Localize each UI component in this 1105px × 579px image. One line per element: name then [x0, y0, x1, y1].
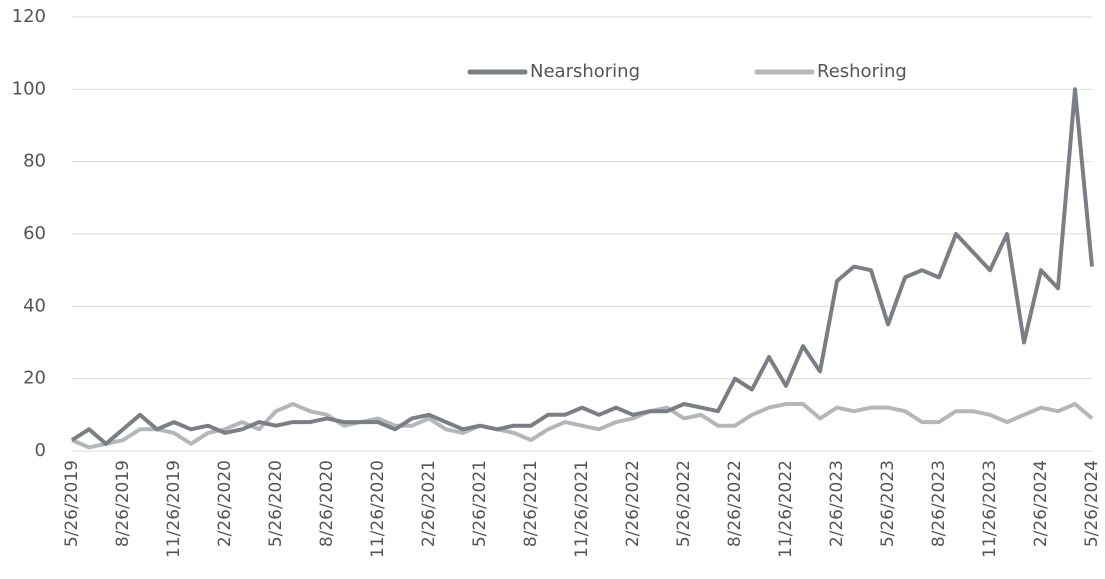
y-tick-label: 20	[23, 368, 46, 389]
x-tick-label: 5/26/2023	[878, 460, 898, 547]
y-tick-label: 100	[12, 78, 46, 99]
x-tick-label: 5/26/2024	[1082, 460, 1102, 547]
x-tick-label: 11/26/2022	[776, 460, 796, 558]
x-tick-label: 8/26/2021	[521, 460, 541, 547]
x-tick-label: 2/26/2021	[419, 460, 439, 547]
x-tick-label: 2/26/2024	[1031, 460, 1051, 547]
y-tick-label: 0	[35, 440, 46, 461]
x-tick-label: 5/26/2019	[62, 460, 82, 547]
x-tick-label: 2/26/2022	[623, 460, 643, 547]
x-tick-label: 8/26/2022	[725, 460, 745, 547]
x-tick-label: 11/26/2020	[368, 460, 388, 558]
x-tick-label: 8/26/2019	[113, 460, 133, 547]
x-tick-label: 2/26/2020	[215, 460, 235, 547]
line-series	[70, 87, 1094, 446]
y-tick-label: 40	[23, 295, 46, 316]
x-tick-label: 8/26/2020	[317, 460, 337, 547]
y-tick-label: 80	[23, 151, 46, 172]
legend-label: Reshoring	[817, 61, 907, 82]
x-tick-label: 11/26/2019	[164, 460, 184, 558]
x-tick-label: 11/26/2021	[572, 460, 592, 558]
x-tick-label: 5/26/2020	[266, 460, 286, 547]
x-tick-label: 5/26/2021	[470, 460, 490, 547]
x-tick-label: 11/26/2023	[980, 460, 1000, 558]
x-tick-label: 8/26/2023	[929, 460, 949, 547]
x-tick-label: 5/26/2022	[674, 460, 694, 547]
legend-label: Nearshoring	[530, 61, 640, 82]
x-tick-label: 2/26/2023	[827, 460, 847, 547]
y-tick-label: 60	[23, 223, 46, 244]
y-tick-label: 120	[12, 6, 46, 27]
line-series	[71, 402, 1094, 450]
